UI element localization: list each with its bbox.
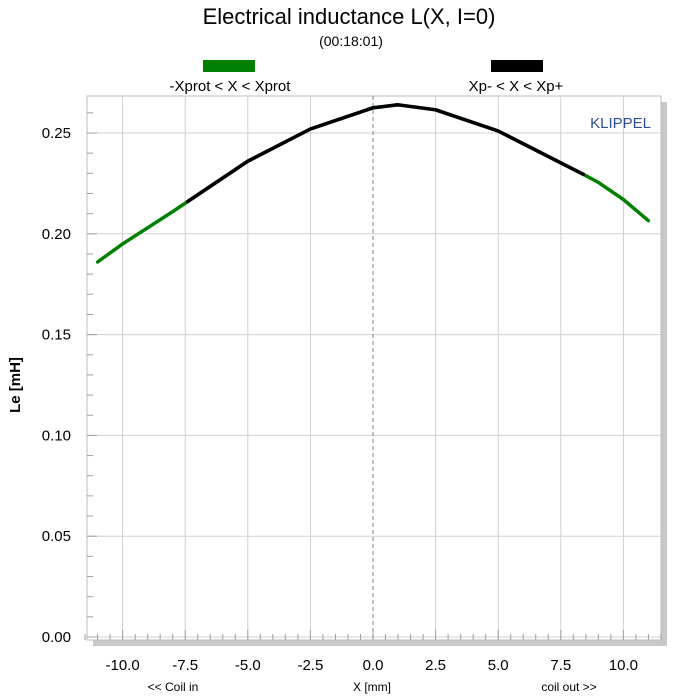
x-tick-label: 2.5 xyxy=(425,657,446,674)
brand-label: KLIPPEL xyxy=(590,115,651,132)
plot-area xyxy=(86,95,662,641)
y-tick-labels: 0.00 0.05 0.10 0.15 0.20 0.25 xyxy=(42,125,71,646)
x-tick-label: 0.0 xyxy=(363,657,384,674)
legend-label-black: Xp- < X < Xp+ xyxy=(469,78,564,95)
y-tick-label: 0.25 xyxy=(42,125,71,142)
series-line-black xyxy=(185,103,586,204)
legend-swatch-green xyxy=(203,60,255,72)
y-tick-label: 0.20 xyxy=(42,226,71,243)
x-tick-label: -5.0 xyxy=(235,657,261,674)
x-tick-labels: -10.0 -7.5 -5.0 -2.5 0.0 2.5 5.0 7.5 10.0 xyxy=(105,657,638,674)
series-lines xyxy=(95,103,651,264)
x-tick-label: 10.0 xyxy=(609,657,638,674)
y-axis-label: Le [mH] xyxy=(7,357,24,413)
x-tick-label: -7.5 xyxy=(172,657,198,674)
x-tick-label: -2.5 xyxy=(297,657,323,674)
y-tick-label: 0.10 xyxy=(42,427,71,444)
legend-swatch-black xyxy=(491,60,543,72)
y-tick-label: 0.00 xyxy=(42,629,71,646)
legend-label-green: -Xprot < X < Xprot xyxy=(170,78,292,95)
x-tick-label: 5.0 xyxy=(488,657,509,674)
y-tick-label: 0.15 xyxy=(42,327,71,344)
x-axis-label: X [mm] xyxy=(353,680,391,694)
x-tick-label: -10.0 xyxy=(105,657,139,674)
x-tick-label: 7.5 xyxy=(550,657,571,674)
x-left-label: << Coil in xyxy=(148,680,199,694)
x-right-label: coil out >> xyxy=(541,680,596,694)
minor-ticks xyxy=(84,112,662,640)
chart-subtitle: (00:18:01) xyxy=(319,33,383,49)
chart-title: Electrical inductance L(X, I=0) xyxy=(203,4,496,29)
y-tick-label: 0.05 xyxy=(42,528,71,545)
grid xyxy=(87,96,661,640)
